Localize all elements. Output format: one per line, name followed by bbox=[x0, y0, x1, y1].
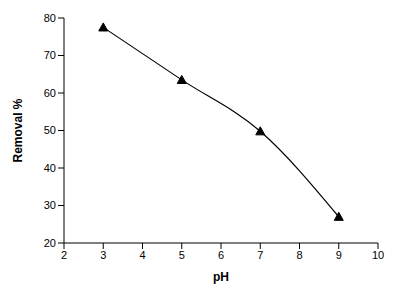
svg-text:60: 60 bbox=[44, 87, 56, 99]
svg-text:4: 4 bbox=[139, 249, 145, 261]
svg-text:8: 8 bbox=[296, 249, 302, 261]
svg-text:40: 40 bbox=[44, 162, 56, 174]
svg-text:Removal %: Removal % bbox=[11, 98, 25, 162]
svg-text:7: 7 bbox=[257, 249, 263, 261]
svg-text:6: 6 bbox=[218, 249, 224, 261]
svg-text:30: 30 bbox=[44, 199, 56, 211]
svg-text:80: 80 bbox=[44, 12, 56, 24]
svg-text:50: 50 bbox=[44, 124, 56, 136]
svg-text:70: 70 bbox=[44, 49, 56, 61]
svg-text:5: 5 bbox=[179, 249, 185, 261]
svg-text:10: 10 bbox=[372, 249, 384, 261]
svg-text:20: 20 bbox=[44, 237, 56, 249]
svg-text:3: 3 bbox=[100, 249, 106, 261]
svg-text:2: 2 bbox=[61, 249, 67, 261]
svg-text:9: 9 bbox=[336, 249, 342, 261]
svg-text:pH: pH bbox=[213, 270, 229, 284]
